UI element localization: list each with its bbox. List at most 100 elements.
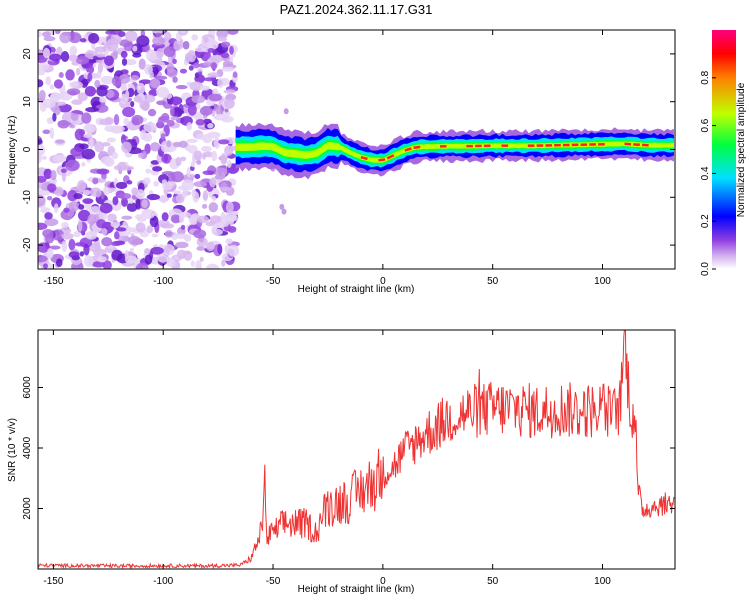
noise-blob [214,221,229,228]
noise-blob [38,62,50,71]
y-tick-label: -10 [22,190,33,205]
noise-blob [81,161,86,167]
noise-blob [142,177,151,185]
noise-blob [160,112,170,123]
noise-blob [157,219,170,228]
spectrogram-signal-track [235,122,674,180]
noise-blob [38,182,42,189]
noise-blob [103,55,114,66]
noise-blob [180,224,186,230]
noise-blob [152,36,166,46]
noise-blob [92,177,99,185]
noise-blob [83,255,94,267]
noise-blob [145,168,151,174]
noise-blob [193,181,208,188]
noise-blob [156,48,165,59]
noise-blob [121,197,128,207]
noise-blob [49,127,55,140]
noise-blob [88,242,101,253]
noise-blob [159,194,168,204]
x-tick-label: -100 [153,576,173,587]
noise-blob [175,193,185,204]
noise-blob [172,76,178,83]
noise-blob [77,219,83,232]
spectrogram-x-ticks: -150 -100 -50 0 50 100 [43,30,611,287]
noise-blob [65,159,80,172]
noise-blob [193,150,203,161]
noise-blob [141,199,148,209]
noise-blob [209,177,217,188]
noise-blob [196,215,210,224]
noise-blob [38,144,46,156]
noise-blob [60,168,67,174]
noise-blob [87,213,97,226]
noise-blob [115,181,128,190]
noise-blob [182,40,190,50]
noise-blob [220,41,231,48]
noise-blob [164,229,173,238]
noise-blob [42,129,51,135]
noise-blob [207,72,221,78]
noise-blob [126,180,133,185]
noise-blob [96,53,106,58]
noise-blob [96,85,108,97]
noise-blob [161,153,172,164]
noise-blob [49,84,55,90]
noise-blob [73,231,81,238]
noise-blob [221,259,226,267]
noise-blob [184,52,193,62]
noise-blob [207,131,221,139]
y-tick-label: 20 [22,48,33,60]
noise-blob [82,189,91,196]
noise-blob [50,169,57,181]
noise-blob [120,93,127,105]
noise-blob [94,79,101,88]
noise-blob [79,237,93,248]
noise-blob [196,160,202,165]
snr-frame [37,329,676,570]
noise-blob [70,113,79,121]
track-core-segment [413,145,421,150]
noise-blob [229,45,234,55]
noise-blob [225,238,233,245]
x-tick-label: 100 [594,276,611,287]
noise-blob [179,30,187,34]
noise-blob [95,104,109,113]
noise-blob [111,125,125,132]
noise-blob [65,69,75,81]
noise-blob [121,141,132,154]
x-tick-label: 50 [487,276,499,287]
noise-blob [203,77,216,82]
noise-blob [223,89,236,94]
noise-blob [149,71,154,79]
noise-blob [169,105,175,117]
noise-blob [118,74,130,84]
noise-blob [43,168,53,180]
noise-blob [118,193,132,200]
x-tick-label: 50 [487,576,499,587]
noise-blob [113,114,120,126]
noise-blob [186,122,193,131]
noise-blob [215,106,222,115]
noise-blob [105,30,116,35]
noise-blob [203,151,213,158]
noise-blob [166,193,172,198]
x-tick-label: -50 [266,276,281,287]
noise-blob [196,245,205,251]
noise-blob [102,186,110,196]
y-tick-label: 10 [22,96,33,108]
snr-y-ticks: 2000 4000 6000 [22,376,675,520]
noise-blob [42,47,51,59]
noise-blob [41,155,48,160]
noise-blob [173,190,182,195]
noise-blob [146,225,154,234]
noise-blob [100,191,105,200]
noise-blob [153,180,159,187]
noise-blob [211,228,223,236]
noise-blob [173,40,182,51]
noise-blob [227,244,240,257]
noise-blob [102,260,112,269]
noise-blob [195,260,202,269]
